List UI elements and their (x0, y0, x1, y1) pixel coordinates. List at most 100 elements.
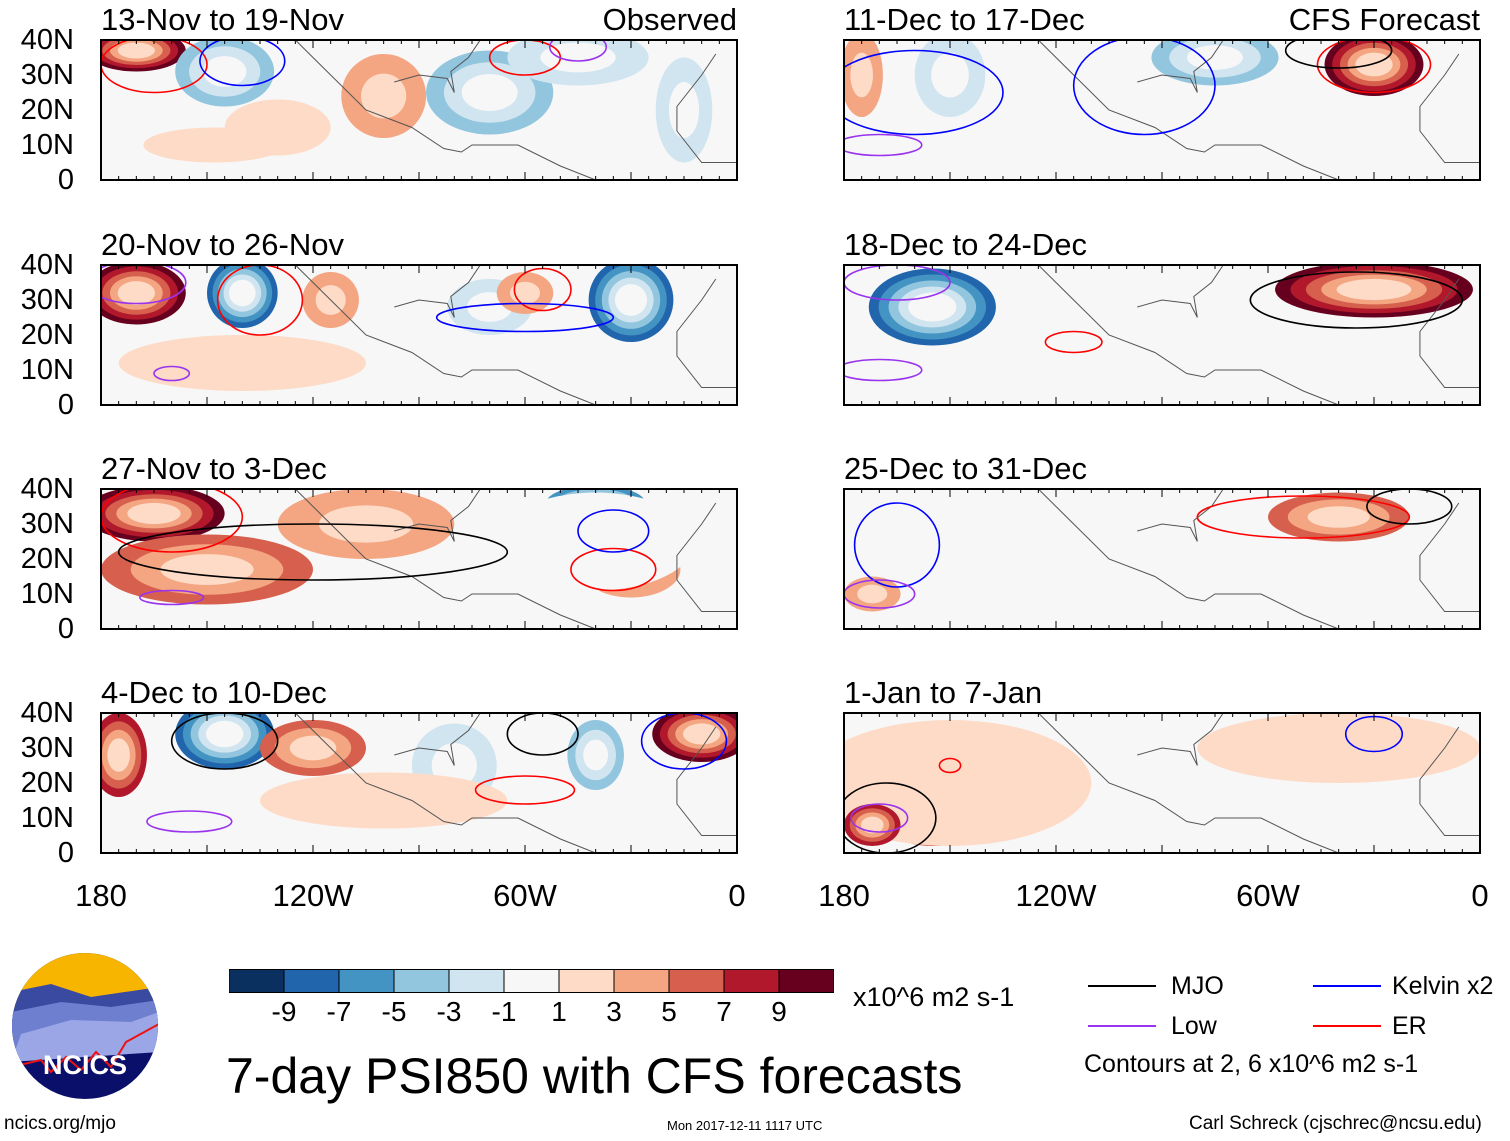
ncics-logo: NCICS (12, 953, 158, 1099)
contour-mjo (1249, 271, 1464, 329)
panel-title: 27-Nov to 3-Dec (101, 451, 327, 486)
coastline (1037, 713, 1480, 853)
contour-low (844, 358, 923, 382)
coastline (294, 489, 737, 629)
anomaly-shading (289, 735, 337, 761)
colorbar-box (283, 969, 340, 993)
anomaly-shading (908, 292, 957, 322)
anomaly-shading (361, 73, 407, 119)
x-tick-label: 180 (818, 878, 870, 913)
contour-er (1044, 330, 1103, 354)
contour-kelvin (640, 713, 728, 770)
svg-text:NCICS: NCICS (43, 1050, 127, 1080)
y-tick-label: 30N (20, 508, 74, 540)
anomaly-shading (160, 554, 254, 585)
colorbar-label: 1 (551, 996, 567, 1027)
colorbar-label: -9 (271, 996, 297, 1027)
anomaly-shading (682, 723, 721, 745)
coastline (1037, 265, 1480, 405)
contour-mjo (506, 713, 579, 756)
panel-title: 11-Dec to 17-Dec (844, 2, 1085, 37)
map-panel (843, 39, 1481, 181)
coastline (294, 40, 737, 180)
colorbar-box (338, 969, 395, 993)
anomaly-shading (614, 284, 648, 316)
contour-low (844, 579, 916, 609)
contour-er (474, 775, 576, 805)
contour-er (1316, 40, 1432, 94)
x-tick-label: 180 (75, 878, 127, 913)
footer-url[interactable]: ncics.org/mjo (4, 1113, 116, 1134)
x-tick-label: 120W (272, 878, 354, 913)
colorbar-box (448, 969, 505, 993)
contour-low (153, 365, 191, 382)
anomaly-shading (857, 584, 888, 604)
footer-author: Carl Schreck (cjschrec@ncsu.edu) (1189, 1113, 1482, 1134)
y-tick-label: 40N (20, 249, 74, 281)
legend-kelvin: Kelvin x2 (1392, 972, 1494, 1000)
contour-er (1196, 495, 1411, 539)
anomaly-shading (1197, 713, 1480, 783)
anomaly-shading (117, 281, 156, 305)
colorbar-label: 3 (606, 996, 622, 1027)
colorbar-box (778, 969, 834, 993)
contour-low (146, 810, 233, 833)
coastline (294, 713, 737, 853)
coastline (1037, 40, 1480, 180)
y-tick-label: 20N (20, 767, 74, 799)
footer-timestamp: Mon 2017-12-11 1117 UTC (667, 1118, 823, 1133)
y-tick-label: 0 (57, 164, 74, 196)
anomaly-shading (260, 772, 508, 829)
contour-mjo (117, 523, 509, 581)
colorbar (229, 969, 834, 993)
contour-kelvin (435, 302, 615, 333)
map-panel (100, 712, 738, 854)
anomaly-shading (850, 52, 873, 98)
anomaly-shading (224, 99, 331, 156)
y-tick-label: 20N (20, 319, 74, 351)
colorbar-label: -7 (326, 996, 352, 1027)
contour-low (548, 40, 608, 62)
panel-tag: Observed (602, 2, 737, 37)
y-tick-label: 0 (57, 613, 74, 645)
y-tick-label: 0 (57, 837, 74, 869)
coastline (294, 265, 737, 405)
anomaly-shading (107, 738, 130, 772)
colorbar-label: 7 (716, 996, 732, 1027)
contour-kelvin (199, 40, 286, 87)
legend-line-mjo (1088, 985, 1156, 987)
anomaly-shading (1336, 278, 1412, 301)
anomaly-shading (202, 56, 247, 87)
contour-kelvin (853, 502, 941, 588)
y-tick-label: 0 (57, 389, 74, 421)
x-tick-label: 60W (1236, 878, 1300, 913)
map-panel (843, 488, 1481, 630)
x-tick-label: 120W (1015, 878, 1097, 913)
anomaly-shading (118, 335, 367, 391)
anomaly-shading (1126, 541, 1410, 612)
contour-er (101, 40, 208, 94)
contour-low (101, 265, 187, 305)
legend-line-kelvin (1313, 985, 1381, 987)
contour-er (570, 547, 657, 592)
contour-er (101, 489, 244, 553)
contour-low (844, 265, 951, 301)
map-panel (843, 264, 1481, 406)
anomaly-shading (540, 42, 616, 73)
map-panel (100, 264, 738, 406)
anomaly-shading (496, 492, 695, 591)
y-tick-label: 10N (20, 578, 74, 610)
panel-tag: CFS Forecast (1288, 2, 1480, 37)
y-tick-label: 30N (20, 732, 74, 764)
anomaly-shading (1197, 324, 1339, 381)
colorbar-label: 5 (661, 996, 677, 1027)
colorbar-box (668, 969, 725, 993)
anomaly-shading (1187, 45, 1243, 70)
contour-mjo (1284, 40, 1393, 69)
legend-er: ER (1392, 1012, 1427, 1040)
y-tick-label: 10N (20, 354, 74, 386)
y-tick-label: 40N (20, 473, 74, 505)
contour-mjo (844, 782, 937, 853)
legend-mjo: MJO (1171, 972, 1224, 1000)
